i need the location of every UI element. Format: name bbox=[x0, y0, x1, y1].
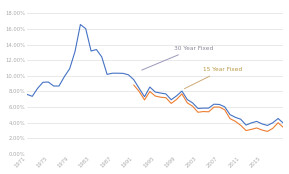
Text: 30 Year Fixed: 30 Year Fixed bbox=[142, 46, 213, 70]
Text: 15 Year Fixed: 15 Year Fixed bbox=[184, 67, 242, 89]
